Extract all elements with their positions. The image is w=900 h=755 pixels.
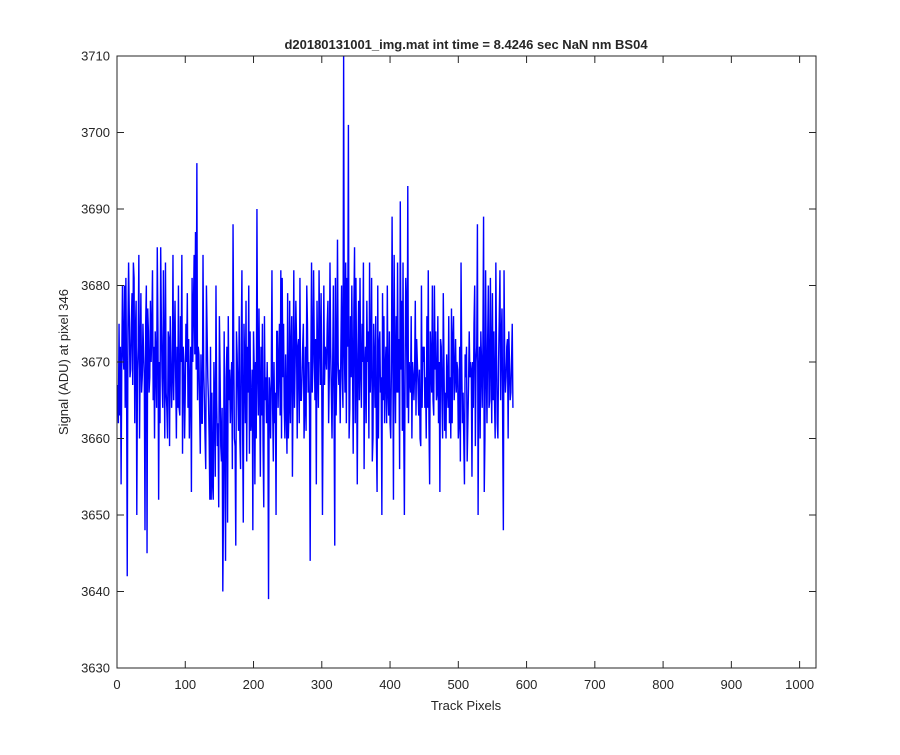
y-tick-label: 3660 [81, 431, 110, 446]
x-tick-label: 700 [584, 677, 606, 692]
x-tick-label: 500 [447, 677, 469, 692]
x-tick-label: 0 [113, 677, 120, 692]
x-tick-label: 600 [516, 677, 538, 692]
y-tick-label: 3690 [81, 202, 110, 217]
y-tick-label: 3680 [81, 278, 110, 293]
x-tick-label: 300 [311, 677, 333, 692]
x-tick-label: 400 [379, 677, 401, 692]
x-axis-label: Track Pixels [431, 698, 502, 713]
y-tick-label: 3640 [81, 584, 110, 599]
y-tick-label: 3630 [81, 661, 110, 676]
x-tick-label: 800 [652, 677, 674, 692]
x-tick-label: 1000 [785, 677, 814, 692]
x-tick-label: 200 [243, 677, 265, 692]
y-tick-label: 3710 [81, 49, 110, 64]
y-tick-label: 3650 [81, 508, 110, 523]
y-axis-label: Signal (ADU) at pixel 346 [56, 289, 71, 435]
chart-title: d20180131001_img.mat int time = 8.4246 s… [284, 37, 648, 52]
y-tick-label: 3700 [81, 125, 110, 140]
y-tick-label: 3670 [81, 355, 110, 370]
x-tick-label: 100 [174, 677, 196, 692]
signal-series-line [116, 55, 514, 600]
x-tick-label: 900 [721, 677, 743, 692]
